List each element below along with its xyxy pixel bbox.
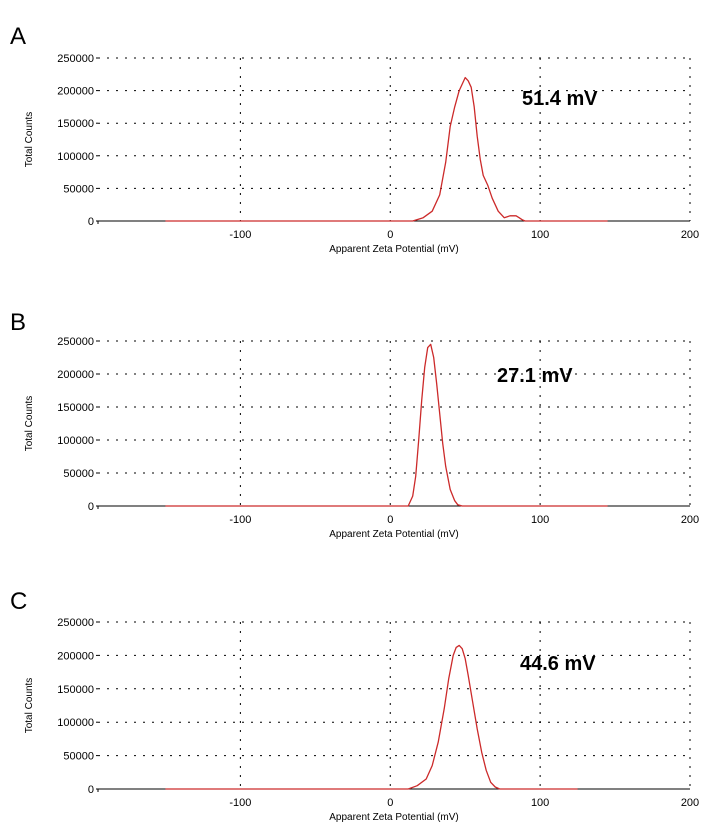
y-tick-label: 150000 <box>57 684 94 696</box>
zeta-annotation: 51.4 mV <box>522 88 598 110</box>
x-axis-title: Apparent Zeta Potential (mV) <box>329 529 459 540</box>
y-tick-label: 100000 <box>57 151 94 163</box>
y-tick-label: 250000 <box>57 53 94 65</box>
y-tick-label: 0 <box>88 216 94 228</box>
y-tick-label: 100000 <box>57 717 94 729</box>
x-axis-title: Apparent Zeta Potential (mV) <box>329 244 459 255</box>
chart-panel-b: B 0 50000 100000 150000 200000 250000 -100 0 100 2… <box>10 309 699 540</box>
x-axis-title: Apparent Zeta Potential (mV) <box>329 812 459 823</box>
x-tick-label: 200 <box>681 797 699 809</box>
y-axis-title: Total Counts <box>24 112 35 168</box>
y-tick-label: 50000 <box>63 751 94 763</box>
y-tick-label: 150000 <box>57 118 94 130</box>
chart-panel-c: C 0 50000 100000 150000 200000 250000 -100 0 100 2… <box>10 588 699 823</box>
panel-label: A <box>10 23 26 50</box>
y-tick-label: 150000 <box>57 402 94 414</box>
y-tick-label: 50000 <box>63 468 94 480</box>
x-tick-label: -100 <box>229 797 251 809</box>
zeta-annotation: 27.1 mV <box>497 365 573 387</box>
x-tick-label: -100 <box>229 229 251 241</box>
zeta-annotation: 44.6 mV <box>520 653 596 675</box>
y-axis-title: Total Counts <box>24 678 35 734</box>
y-tick-label: 250000 <box>57 336 94 348</box>
chart-panel-a: A 0 50000 100000 150000 200000 250000 -100 0 100 2… <box>10 23 699 255</box>
panel-label: C <box>10 588 27 615</box>
y-axis-title: Total Counts <box>24 396 35 452</box>
panel-label: B <box>10 309 26 336</box>
x-tick-label: 200 <box>681 229 699 241</box>
x-tick-label: 0 <box>387 514 393 526</box>
x-tick-label: 100 <box>531 797 549 809</box>
y-tick-label: 0 <box>88 501 94 513</box>
y-tick-label: 200000 <box>57 86 94 98</box>
series-line <box>165 343 608 507</box>
x-tick-label: 100 <box>531 229 549 241</box>
y-tick-label: 200000 <box>57 650 94 662</box>
y-tick-label: 200000 <box>57 369 94 381</box>
x-tick-label: 0 <box>387 797 393 809</box>
x-tick-label: 200 <box>681 514 699 526</box>
x-tick-label: 0 <box>387 229 393 241</box>
y-tick-label: 50000 <box>63 183 94 195</box>
y-tick-label: 250000 <box>57 617 94 629</box>
y-tick-label: 0 <box>88 784 94 796</box>
series-line <box>165 76 608 222</box>
x-tick-label: 100 <box>531 514 549 526</box>
x-tick-label: -100 <box>229 514 251 526</box>
y-tick-label: 100000 <box>57 435 94 447</box>
series-line <box>165 644 578 790</box>
